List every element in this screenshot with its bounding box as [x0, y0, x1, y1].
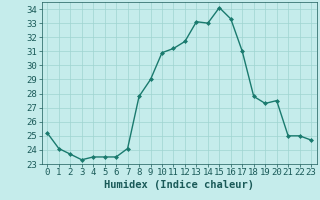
X-axis label: Humidex (Indice chaleur): Humidex (Indice chaleur) [104, 180, 254, 190]
